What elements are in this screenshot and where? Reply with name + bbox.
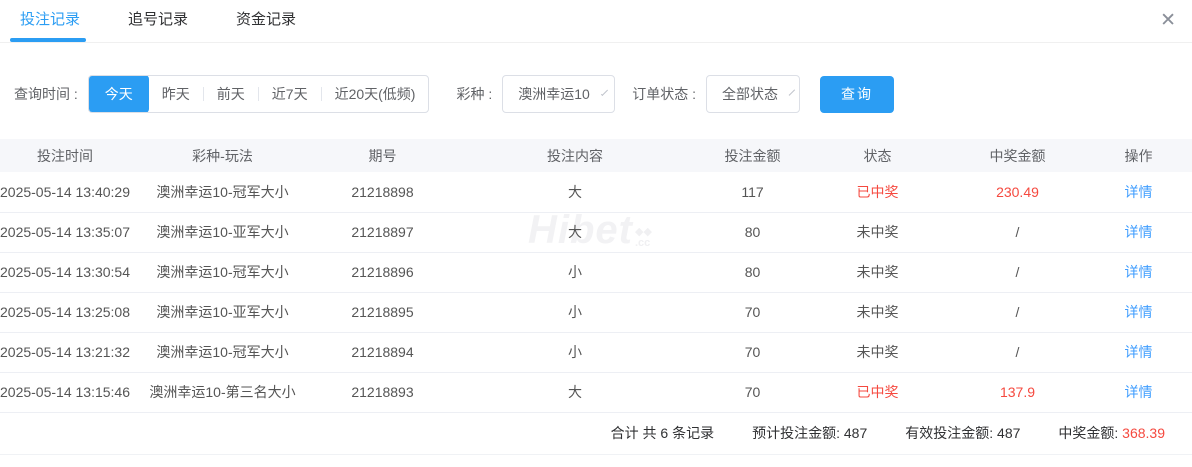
prize-amount: /	[950, 252, 1085, 293]
time-option-today[interactable]: 今天	[88, 76, 149, 112]
game-play: 澳洲幸运10-冠军大小	[130, 252, 315, 293]
issue-number: 21218898	[315, 172, 450, 213]
table-row: 2025-05-14 13:25:08 澳洲幸运10-亚军大小 21218895…	[0, 292, 1192, 333]
game-play: 澳洲幸运10-冠军大小	[130, 332, 315, 373]
status-badge: 未中奖	[805, 332, 950, 373]
bet-amount: 80	[700, 212, 805, 253]
divider	[202, 87, 204, 101]
bet-content: 小	[450, 252, 700, 293]
time-option-20days[interactable]: 近20天(低频)	[334, 86, 416, 102]
close-icon[interactable]: ✕	[1160, 10, 1176, 31]
issue-number: 21218894	[315, 332, 450, 373]
status-select-value: 全部状态	[722, 86, 779, 102]
status-badge: 未中奖	[805, 212, 950, 253]
bet-amount: 70	[700, 372, 805, 413]
bet-time: 2025-05-14 13:25:08	[0, 292, 130, 333]
chevron-down-icon	[600, 88, 609, 97]
tab-bet-records[interactable]: 投注记录	[9, 0, 87, 43]
detail-link[interactable]: 详情	[1124, 384, 1153, 400]
table-row: 2025-05-14 13:35:07 澳洲幸运10-亚军大小 21218897…	[0, 212, 1192, 253]
bet-amount: 80	[700, 252, 805, 293]
prize-amount: /	[950, 292, 1085, 333]
bet-content: 小	[450, 332, 700, 373]
chevron-down-icon	[788, 89, 796, 96]
detail-link[interactable]: 详情	[1124, 264, 1153, 280]
bet-content: 大	[450, 172, 700, 213]
lottery-select-value: 澳洲幸运10	[518, 86, 590, 102]
prize-amount: /	[950, 332, 1085, 373]
table-row: 2025-05-14 13:15:46 澳洲幸运10-第三名大小 2121889…	[0, 372, 1192, 413]
time-range-group: 今天 昨天 前天 近7天 近20天(低频)	[87, 75, 430, 113]
tab-fund-records[interactable]: 资金记录	[236, 10, 297, 28]
detail-link[interactable]: 详情	[1124, 183, 1153, 200]
filter-bar: 查询时间 : 今天 昨天 前天 近7天 近20天(低频) 彩种 : 澳洲幸运10…	[14, 75, 1192, 113]
bet-content: 小	[450, 292, 700, 333]
bet-content: 大	[450, 212, 700, 253]
bet-amount: 117	[700, 172, 805, 213]
bet-time: 2025-05-14 13:35:07	[0, 212, 130, 253]
game-play: 澳洲幸运10-第三名大小	[130, 372, 315, 413]
status-badge: 未中奖	[805, 252, 950, 293]
divider	[257, 87, 259, 101]
status-filter-label: 订单状态 :	[632, 86, 697, 102]
tab-chase-records[interactable]: 追号记录	[128, 10, 189, 28]
records-table: 投注时间 彩种-玩法 期号 投注内容 投注金额 状态 中奖金额 操作 2025-…	[0, 139, 1192, 455]
time-option-yesterday[interactable]: 昨天	[161, 86, 190, 102]
table-header-row: 投注时间 彩种-玩法 期号 投注内容 投注金额 状态 中奖金额 操作	[0, 139, 1192, 172]
time-option-7days[interactable]: 近7天	[271, 86, 308, 102]
status-badge: 已中奖	[805, 372, 950, 413]
detail-link[interactable]: 详情	[1124, 224, 1153, 240]
prize-amount: 137.9	[950, 372, 1085, 413]
table-row: 2025-05-14 13:30:54 澳洲幸运10-冠军大小 21218896…	[0, 252, 1192, 293]
valid-bet-total: 有效投注金额: 487	[905, 425, 1021, 441]
col-action: 操作	[1085, 139, 1192, 172]
order-status-select[interactable]: 全部状态	[706, 75, 801, 113]
col-bet-amount: 投注金额	[700, 139, 805, 172]
bet-time: 2025-05-14 13:15:46	[0, 372, 130, 413]
prize-amount: /	[950, 212, 1085, 253]
detail-link[interactable]: 详情	[1124, 344, 1153, 360]
bet-amount: 70	[700, 332, 805, 373]
col-status: 状态	[805, 139, 950, 172]
issue-number: 21218893	[315, 372, 450, 413]
game-play: 澳洲幸运10-亚军大小	[130, 212, 315, 253]
bet-content: 大	[450, 372, 700, 413]
game-play: 澳洲幸运10-亚军大小	[130, 292, 315, 333]
status-badge: 已中奖	[805, 172, 950, 213]
col-prize-amount: 中奖金额	[950, 139, 1085, 172]
col-issue: 期号	[315, 139, 450, 172]
game-play: 澳洲幸运10-冠军大小	[130, 172, 315, 213]
issue-number: 21218896	[315, 252, 450, 293]
time-filter-label: 查询时间 :	[14, 86, 78, 102]
detail-link[interactable]: 详情	[1124, 304, 1153, 320]
issue-number: 21218897	[315, 212, 450, 253]
bet-time: 2025-05-14 13:21:32	[0, 332, 130, 373]
col-bet-time: 投注时间	[0, 139, 130, 172]
bet-time: 2025-05-14 13:30:54	[0, 252, 130, 293]
tab-bar: 投注记录 追号记录 资金记录 ✕	[0, 0, 1192, 43]
query-button[interactable]: 查询	[820, 75, 895, 113]
issue-number: 21218895	[315, 292, 450, 333]
time-option-day-before[interactable]: 前天	[216, 86, 245, 102]
prize-amount: 230.49	[950, 172, 1085, 213]
col-game-play: 彩种-玩法	[130, 139, 315, 172]
col-bet-content: 投注内容	[450, 139, 700, 172]
lottery-filter-label: 彩种 :	[456, 86, 493, 102]
total-records: 合计 共 6 条记录	[610, 425, 715, 441]
lottery-select[interactable]: 澳洲幸运10	[502, 75, 616, 113]
prize-total: 中奖金额: 368.39	[1058, 425, 1165, 441]
expected-bet-total: 预计投注金额: 487	[752, 425, 868, 441]
status-badge: 未中奖	[805, 292, 950, 333]
table-row: 2025-05-14 13:40:29 澳洲幸运10-冠军大小 21218898…	[0, 172, 1192, 213]
divider	[320, 87, 322, 101]
bet-amount: 70	[700, 292, 805, 333]
bet-time: 2025-05-14 13:40:29	[0, 172, 130, 213]
table-row: 2025-05-14 13:21:32 澳洲幸运10-冠军大小 21218894…	[0, 332, 1192, 373]
summary-bar: 合计 共 6 条记录 预计投注金额: 487 有效投注金额: 487 中奖金额:…	[0, 413, 1192, 455]
